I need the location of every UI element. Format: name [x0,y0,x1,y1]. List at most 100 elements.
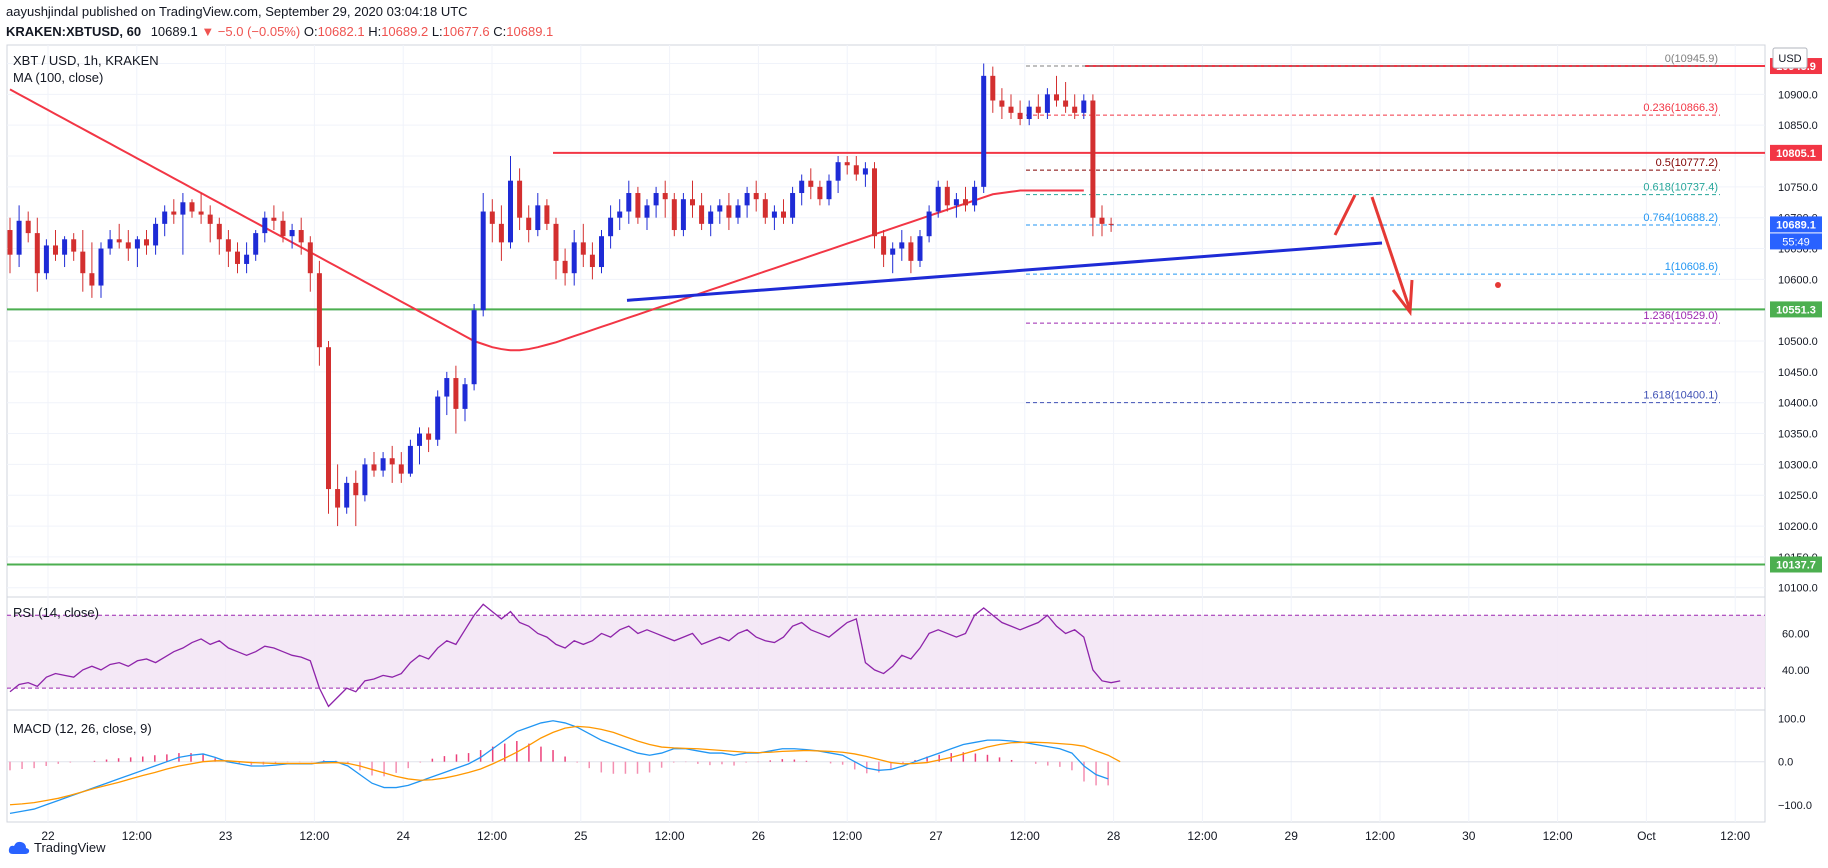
candle-body [180,202,186,215]
chart-title: XBT / USD, 1h, KRAKEN [13,53,159,68]
candle-body [790,193,796,218]
rsi-tick-label: 40.00 [1782,665,1810,677]
candle-body [426,433,432,440]
candle-body [781,211,786,218]
candle-body [7,230,13,255]
candle-body [271,217,277,221]
x-tick-label: 23 [219,829,233,843]
x-tick-label: 12:00 [1187,829,1217,843]
candle-body [708,211,714,224]
annotation-dot [1495,282,1501,288]
x-tick-label: 12:00 [655,829,685,843]
candle-body [644,205,650,218]
y-tick-label: 10900.0 [1778,89,1818,101]
y-tick-label: 10450.0 [1778,367,1818,379]
candle-body [817,186,823,200]
price-tag-label: 10137.7 [1776,559,1816,571]
main-pane-border [6,44,1766,598]
x-tick-label: 25 [574,829,588,843]
rsi-band [7,615,1765,689]
x-tick-label: 12:00 [1720,829,1750,843]
candle-body [981,75,987,187]
low-value: 10677.6 [442,24,490,39]
x-tick-label: 22 [41,829,55,843]
candle-body [535,205,541,231]
x-tick-label: Oct [1637,829,1656,843]
close-label: C: [493,24,507,39]
candle-body [972,186,978,206]
fib-level-label: 0.764(10688.2) [1643,212,1718,224]
open-value: 10682.1 [317,24,365,39]
candle-body [398,464,404,474]
symbol-label: KRAKEN:XBTUSD, 60 [6,24,142,39]
candle-body [690,199,695,206]
candle-body [1044,94,1050,113]
candle-body [808,180,814,187]
candle-body [544,205,550,224]
logo-text: TradingView [34,840,106,855]
candle-body [107,239,113,249]
x-tick-label: 12:00 [122,829,152,843]
candle-body [34,233,40,274]
tradingview-logo[interactable]: TradingView [8,840,106,855]
candle-body [207,214,213,224]
ma100-line [9,88,1084,352]
price-tag-label: 10689.1 [1776,219,1816,231]
y-tick-label: 10250.0 [1778,490,1818,502]
candle-body [744,193,750,206]
candle-body [753,193,759,200]
x-tick-label: 12:00 [832,829,862,843]
candle-body [335,489,341,508]
candle-body [1054,94,1059,101]
candle-body [380,458,386,471]
candle-body [471,310,477,385]
fib-level-label: 1.236(10529.0) [1643,310,1718,322]
candle-body [853,165,859,175]
countdown-label: 55:49 [1782,236,1810,248]
candle-body [617,211,623,218]
close-value: 10689.1 [506,24,554,39]
x-tick-label: 12:00 [477,829,507,843]
candle-body [526,217,532,231]
candle-body [453,378,459,409]
y-tick-label: 10850.0 [1778,120,1818,132]
candle-body [662,193,668,200]
x-tick-label: 27 [929,829,943,843]
candle-body [580,242,586,255]
candle-body [1099,217,1105,224]
y-tick-label: 10750.0 [1778,182,1818,194]
candle-body [144,239,149,246]
fib-level-label: 0.618(10737.4) [1643,182,1718,194]
x-tick-label: 26 [752,829,766,843]
candle-body [262,217,268,234]
price-tag [1770,301,1822,318]
candle-body [680,199,686,231]
candle-body [635,193,641,218]
candle-body [508,180,513,243]
candle-body [235,251,240,264]
candle-body [999,100,1005,107]
countdown-tag [1770,233,1822,250]
macd-tick-label: 100.0 [1778,714,1806,726]
publisher-line: aayushjindal published on TradingView.co… [6,4,468,19]
candle-body [1090,100,1096,218]
candle-body [990,75,996,101]
price-tag [1770,556,1822,573]
candle-body [216,223,222,240]
candle-body [944,186,950,206]
candle-body [653,193,659,206]
y-tick-label: 10600.0 [1778,274,1818,286]
ma-legend: MA (100, close) [13,70,103,85]
candle-body [1063,100,1069,107]
candle-body [917,236,923,261]
candle-body [608,217,614,237]
high-value: 10689.2 [381,24,429,39]
candle-body [826,180,832,200]
candle-body [498,223,504,243]
candle-body [444,378,450,397]
candle-body [735,205,741,218]
candle-body [134,239,140,249]
x-tick-label: 28 [1107,829,1121,843]
candle-body [62,239,68,255]
